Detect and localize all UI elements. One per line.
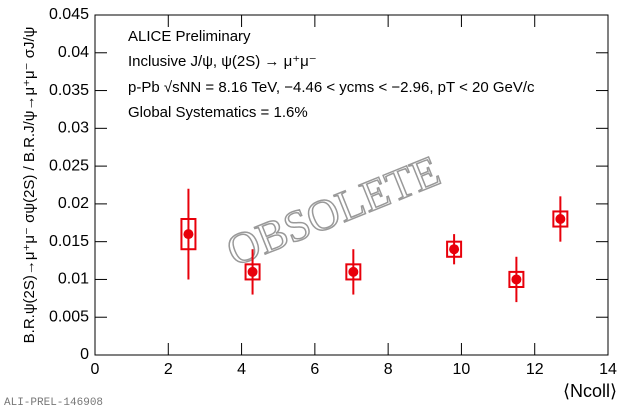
syst-box [446,240,463,258]
annotation: ALICE Preliminary [128,28,251,45]
y-tick-label: 0.03 [58,120,89,137]
y-tick-label: 0.04 [58,44,89,61]
x-axis-label: ⟨Ncoll⟩ [563,381,617,401]
y-tick-label: 0 [80,346,89,363]
watermark: OBSOLETE [220,146,447,276]
y-tick-label: 0.015 [49,233,89,250]
syst-box [345,263,362,281]
point [555,214,566,224]
x-tick-label: 10 [453,361,471,378]
y-tick-label: 0.025 [49,157,89,174]
syst-box [552,210,569,228]
x-tick-label: 4 [237,361,246,378]
x-tick-label: 8 [384,361,393,378]
annotation: Inclusive J/ψ, ψ(2S) → μ⁺μ⁻ [128,53,317,70]
y-tick-label: 0.01 [58,271,89,288]
annotation: p-Pb √sNN = 8.16 TeV, −4.46 < ycms < −2.… [128,79,535,96]
y-tick-label: 0.035 [49,82,89,99]
x-tick-label: 12 [526,361,544,378]
y-tick-label: 0.02 [58,195,89,212]
syst-box [180,218,197,251]
x-tick-label: 6 [310,361,319,378]
y-axis-label: B.R.ψ(2S)→μ⁺μ⁻ σψ(2S) / B.R.J/ψ→μ⁺μ⁻ σJ/… [21,27,38,344]
annotation: Global Systematics = 1.6% [128,104,308,121]
syst-box [244,263,261,281]
plot-frame [94,14,609,356]
x-tick-label: 2 [164,361,173,378]
point [247,266,258,277]
point [511,274,522,285]
point [183,229,194,240]
point [449,244,460,255]
footer: ALI-PREL-146908 [4,397,103,409]
y-tick-label: 0.005 [49,308,89,325]
point [348,266,359,277]
syst-box [508,270,525,288]
y-tick-label: 0.045 [49,6,89,23]
x-tick-label: 14 [599,361,617,378]
x-tick-label: 0 [91,361,100,378]
